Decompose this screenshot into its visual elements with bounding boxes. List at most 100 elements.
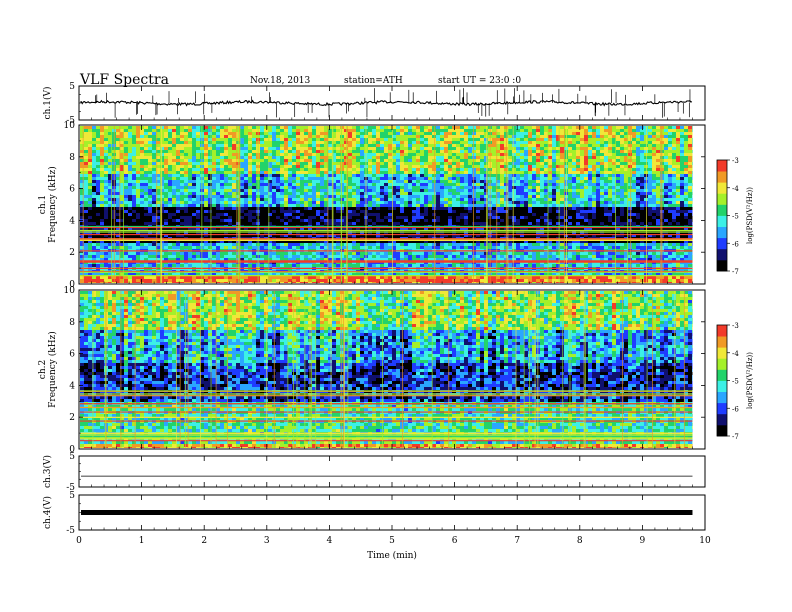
spectrogram-cell (108, 240, 113, 244)
spectrogram-cell (444, 258, 449, 262)
spectrogram-cell (372, 177, 377, 181)
spectrogram-cell (196, 276, 201, 280)
spectrogram-cell (340, 246, 345, 250)
spectrogram-cell (156, 255, 161, 259)
spectrogram-cell (248, 255, 253, 259)
spectrogram-cell (180, 156, 185, 160)
spectrogram-cell (352, 159, 357, 163)
spectrogram-cell (424, 204, 429, 208)
spectrogram-cell (140, 231, 145, 235)
spectrogram-cell (288, 168, 293, 172)
spectrogram-cell (108, 213, 113, 217)
spectrogram-cell (324, 141, 329, 145)
spectrogram-cell (88, 264, 93, 268)
spectrogram-cell (328, 213, 333, 217)
spectrogram-cell (348, 180, 353, 184)
spectrogram-cell (176, 186, 181, 190)
spectrogram-cell (184, 258, 189, 262)
spectrogram-cell (208, 231, 213, 235)
spectrogram-cell (276, 192, 281, 196)
spectrogram-cell (416, 201, 421, 205)
spectrogram-cell (376, 141, 381, 145)
spectrogram-cell (348, 195, 353, 199)
spectrogram-cell (244, 228, 249, 232)
spectrogram-cell (408, 276, 413, 280)
spectrogram-cell (240, 255, 245, 259)
spectrogram-cell (324, 276, 329, 280)
spectrogram-cell (320, 234, 325, 238)
spectrogram-cell (424, 228, 429, 232)
spectrogram-cell (352, 195, 357, 199)
spectrogram-cell (288, 219, 293, 223)
spectrogram-cell (304, 159, 309, 163)
spectrogram-cell (224, 129, 229, 133)
spectrogram-cell (448, 243, 453, 247)
spectrogram-cell (88, 213, 93, 217)
spectrogram-cell (108, 258, 113, 262)
spectrogram-cell (264, 207, 269, 211)
spectrogram-cell (176, 228, 181, 232)
spectrogram-cell (324, 177, 329, 181)
spectrogram-cell (92, 216, 97, 220)
spectrogram-cell (160, 156, 165, 160)
spectrogram-cell (132, 201, 137, 205)
spectrogram-cell (216, 168, 221, 172)
spectrogram-cell (432, 273, 437, 277)
spectrogram-cell (336, 216, 341, 220)
spectrogram-cell (428, 273, 433, 277)
spectrogram-cell (360, 150, 365, 154)
spectrogram-cell (268, 201, 273, 205)
spectrogram-cell (152, 231, 157, 235)
spectrogram-cell (404, 219, 409, 223)
spectrogram-cell (428, 138, 433, 142)
spectrogram-cell (308, 168, 313, 172)
spectrogram-cell (336, 240, 341, 244)
spectrogram-cell (264, 135, 269, 139)
spectrogram-cell (436, 147, 441, 151)
spectrogram-cell (424, 234, 429, 238)
spectrogram-cell (320, 129, 325, 133)
spectrogram-cell (132, 168, 137, 172)
spectrogram-cell (368, 246, 373, 250)
spectrogram-cell (348, 144, 353, 148)
spectrogram-cell (348, 168, 353, 172)
spectrogram-cell (212, 216, 217, 220)
spectrogram-cell (132, 195, 137, 199)
spectrogram-cell (148, 198, 153, 202)
spectrogram-cell (304, 219, 309, 223)
spectrogram-cell (228, 174, 233, 178)
spectrogram-cell (220, 273, 225, 277)
spectrogram-cell (340, 228, 345, 232)
spectrogram-cell (144, 231, 149, 235)
spectrogram-cell (388, 231, 393, 235)
spectrogram-cell (276, 129, 281, 133)
spectrogram-cell (252, 273, 257, 277)
spectrogram-cell (288, 195, 293, 199)
spectrogram-cell (368, 138, 373, 142)
spectrogram-cell (116, 282, 121, 283)
spectrogram-cell (264, 186, 269, 190)
spectrogram-cell (312, 264, 317, 268)
spectrogram-cell (448, 207, 453, 211)
spectrogram-cell (444, 159, 449, 163)
spectrogram-cell (388, 165, 393, 169)
spectrogram-cell (420, 228, 425, 232)
spectrogram-cell (176, 135, 181, 139)
spectrogram-cell (240, 141, 245, 145)
spectrogram-cell (280, 222, 285, 226)
spectrogram-cell (116, 198, 121, 202)
spectrogram-cell (320, 144, 325, 148)
spectrogram-cell (204, 156, 209, 160)
spectrogram-cell (432, 264, 437, 268)
spectrogram-cell (312, 186, 317, 190)
spectrogram-cell (192, 264, 197, 268)
spectrogram-cell (220, 258, 225, 262)
spectrogram-cell (408, 168, 413, 172)
spectrogram-cell (204, 201, 209, 205)
spectrogram-cell (388, 234, 393, 238)
spectrogram-cell (196, 207, 201, 211)
spectrogram-cell (100, 186, 105, 190)
spectrogram-cell (292, 264, 297, 268)
spectrogram-cell (424, 210, 429, 214)
spectrogram-cell (252, 186, 257, 190)
